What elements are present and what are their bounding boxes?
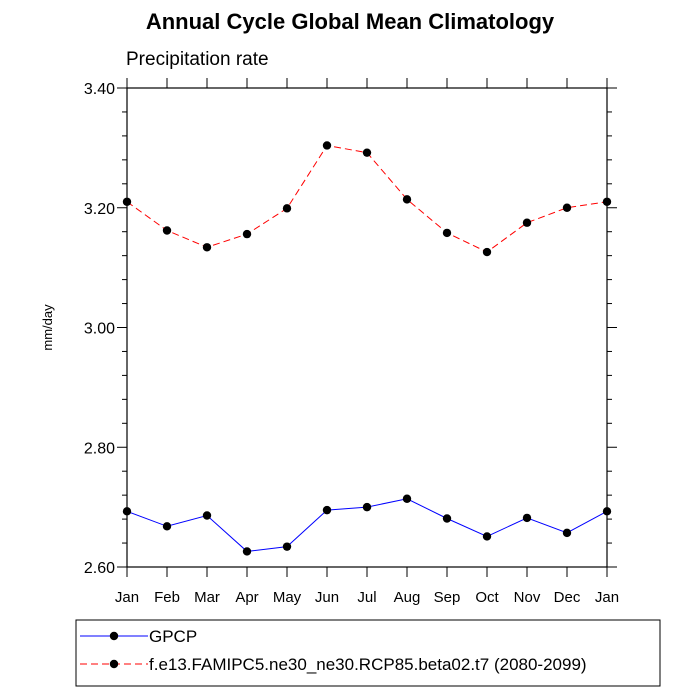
x-tick-label: Aug xyxy=(394,589,421,606)
data-point xyxy=(442,514,452,523)
x-tick-label: Oct xyxy=(475,589,499,606)
x-tick-label: Jan xyxy=(595,589,619,606)
y-tick-label: 3.40 xyxy=(84,81,115,98)
x-tick-label: Jan xyxy=(115,589,139,606)
data-point xyxy=(602,197,612,206)
legend-box xyxy=(75,619,661,687)
x-tick-label: Sep xyxy=(434,589,461,606)
series-line-2 xyxy=(126,144,608,253)
data-point xyxy=(202,511,212,520)
chart-subtitle: Precipitation rate xyxy=(126,49,269,70)
x-tick-label: May xyxy=(273,589,302,606)
data-point xyxy=(242,229,252,239)
data-point xyxy=(122,507,132,516)
data-point xyxy=(322,505,332,515)
x-tick-label: Dec xyxy=(554,589,581,606)
x-tick-label: Jul xyxy=(357,589,376,606)
data-point xyxy=(562,203,572,212)
y-axis-label: mm/day xyxy=(40,304,55,351)
legend-label-2: f.e13.FAMIPC5.ne30_ne30.RCP85.beta02.t7 … xyxy=(149,655,587,674)
legend-marker xyxy=(109,659,119,669)
data-point xyxy=(522,218,532,227)
data-point xyxy=(242,547,252,556)
x-tick-label: Feb xyxy=(154,589,180,606)
data-point xyxy=(162,522,172,531)
data-point xyxy=(482,532,492,541)
data-point xyxy=(442,228,452,238)
data-point xyxy=(482,247,492,257)
data-point xyxy=(522,513,532,523)
data-point xyxy=(562,528,572,538)
data-point xyxy=(602,507,612,516)
y-tick-label: 3.20 xyxy=(84,201,115,218)
data-point xyxy=(282,204,292,213)
data-point xyxy=(362,502,372,512)
chart-title: Annual Cycle Global Mean Climatology xyxy=(145,9,555,34)
data-point xyxy=(322,141,332,150)
y-tick-label: 2.80 xyxy=(84,440,115,457)
data-point xyxy=(162,226,172,235)
data-point xyxy=(402,494,412,503)
data-point xyxy=(402,195,412,204)
data-point xyxy=(282,542,292,551)
data-point xyxy=(202,243,212,252)
x-tick-label: Nov xyxy=(514,589,541,606)
x-tick-label: Jun xyxy=(315,589,339,606)
data-point xyxy=(122,197,132,206)
data-point xyxy=(362,148,372,157)
plot-frame xyxy=(126,87,608,568)
legend-label-1: GPCP xyxy=(149,627,197,646)
y-tick-label: 2.60 xyxy=(84,560,115,577)
x-tick-label: Mar xyxy=(194,589,220,606)
y-tick-label: 3.00 xyxy=(84,321,115,338)
x-tick-label: Apr xyxy=(235,589,258,606)
legend-marker xyxy=(109,631,119,641)
